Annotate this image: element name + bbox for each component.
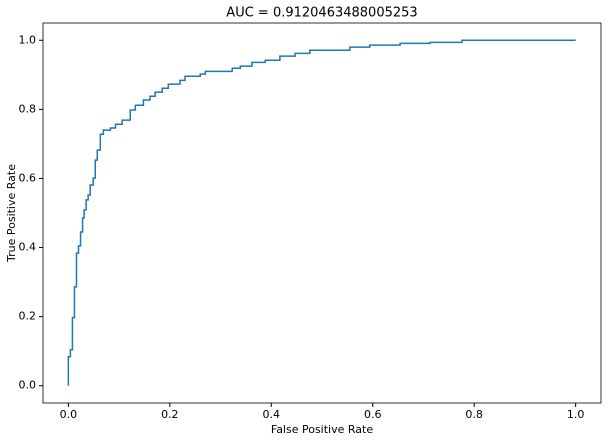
x-tick-label: 0.2 bbox=[161, 408, 179, 421]
y-tick-label: 0.4 bbox=[19, 241, 37, 254]
y-tick-label: 0.6 bbox=[19, 171, 37, 184]
y-axis-label: True Positive Rate bbox=[5, 164, 18, 263]
y-tick-label: 1.0 bbox=[19, 33, 37, 46]
x-tick-label: 1.0 bbox=[567, 408, 585, 421]
chart-title: AUC = 0.9120463488005253 bbox=[226, 6, 417, 21]
x-axis-label: False Positive Rate bbox=[271, 423, 373, 436]
plot-frame bbox=[42, 22, 602, 404]
x-tick-label: 0.6 bbox=[364, 408, 382, 421]
y-tick-label: 0.8 bbox=[19, 102, 37, 115]
x-tick-label: 0.0 bbox=[60, 408, 78, 421]
y-tick-label: 0.2 bbox=[19, 310, 37, 323]
x-tick-label: 0.4 bbox=[263, 408, 281, 421]
x-tick-label: 0.8 bbox=[465, 408, 483, 421]
roc-curve bbox=[67, 39, 576, 386]
y-tick-label: 0.0 bbox=[19, 379, 37, 392]
